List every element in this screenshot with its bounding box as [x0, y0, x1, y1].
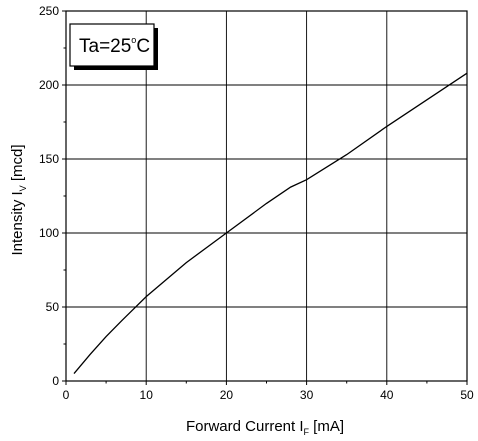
series-line [73, 72, 468, 375]
grid [66, 11, 467, 381]
x-tick-label: 30 [300, 388, 314, 402]
x-axis-label: Forward Current IF [mA] [186, 418, 344, 437]
y-tick-label: 150 [39, 152, 59, 166]
annotation-text: Ta=25oC [79, 35, 150, 57]
y-tick-label: 200 [39, 78, 59, 92]
x-tick-label: 0 [63, 388, 70, 402]
x-tick-labels: 0 10 20 30 40 50 [63, 388, 474, 402]
y-tick-marks [62, 10, 66, 382]
x-tick-label: 10 [140, 388, 154, 402]
y-tick-label: 100 [39, 226, 59, 240]
y-tick-label: 250 [39, 4, 59, 18]
x-tick-label: 40 [380, 388, 394, 402]
y-tick-labels: 0 50 100 150 200 250 [39, 4, 59, 388]
y-tick-label: 0 [52, 374, 59, 388]
series-points [74, 73, 467, 373]
x-tick-label: 20 [220, 388, 234, 402]
y-tick-label: 50 [46, 300, 60, 314]
x-tick-label: 50 [460, 388, 474, 402]
x-tick-marks [65, 381, 468, 385]
annotation-box: Ta=25oC [69, 23, 158, 70]
y-axis-label: Intensity IV [mcd] [9, 144, 28, 255]
